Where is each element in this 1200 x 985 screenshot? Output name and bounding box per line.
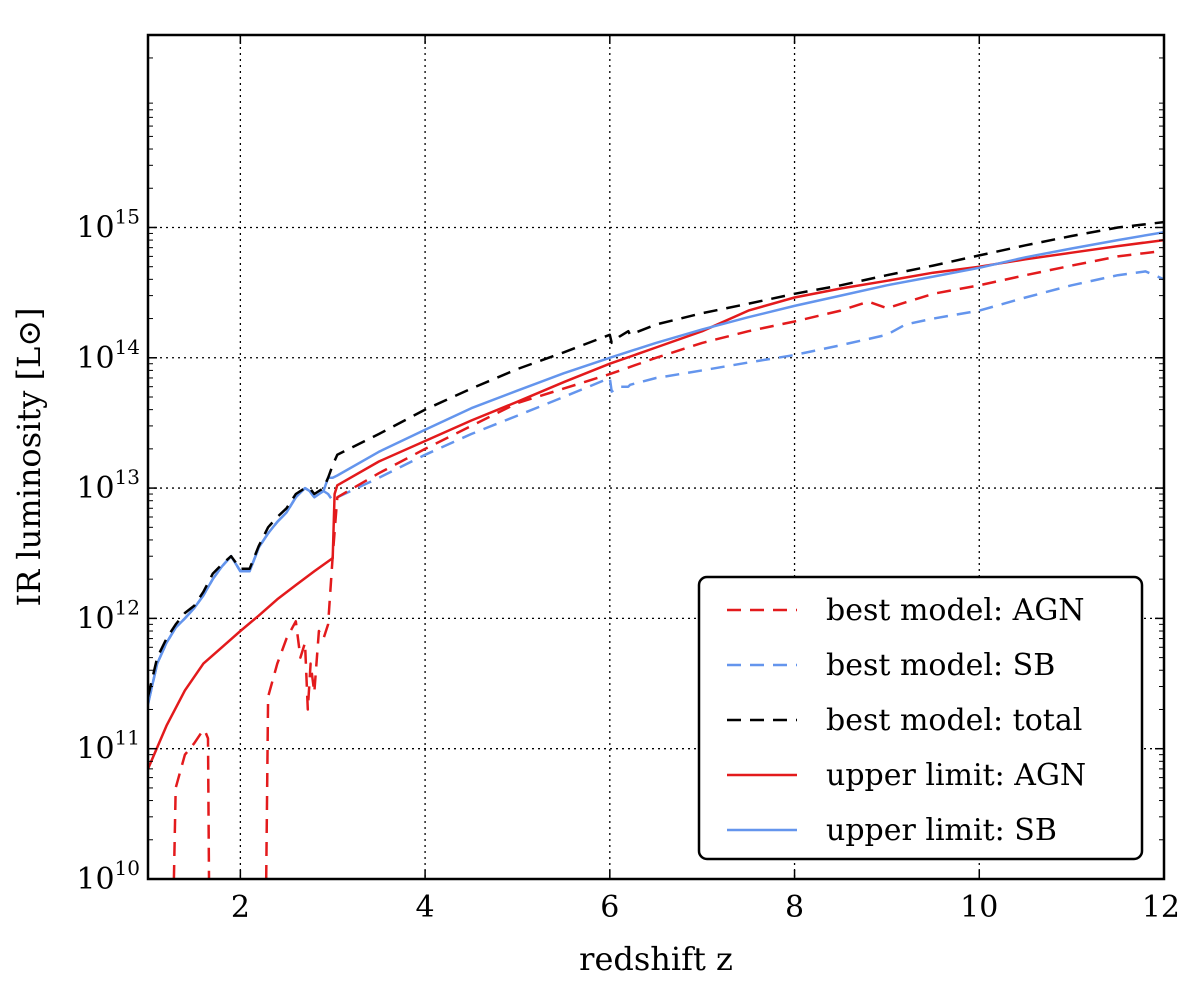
- legend-label-upper-limit-agn: upper limit: AGN: [826, 758, 1086, 793]
- x-tick-label: 8: [785, 890, 804, 925]
- plot-frame: [146, 33, 1166, 881]
- y-tick-base: 10: [76, 471, 114, 506]
- series-line-best-model-agn: [172, 728, 211, 879]
- y-axis-label: IR luminosity [L⊙]: [10, 308, 48, 607]
- y-tick-base: 10: [76, 601, 114, 636]
- y-tick-exponent: 12: [115, 595, 140, 619]
- y-tick-base: 10: [76, 862, 114, 897]
- y-tick-base: 10: [76, 210, 114, 245]
- legend: best model: AGN best model: SB best model:…: [697, 575, 1144, 861]
- x-tick-label: 4: [416, 890, 435, 925]
- axis-ticks: [148, 35, 1165, 880]
- y-tick-base: 10: [76, 341, 114, 376]
- x-tick-labels: 2 4 6 8 10 12: [231, 890, 1180, 925]
- series-line-best-model-total: [148, 220, 1164, 698]
- legend-label-best-model-sb: best model: SB: [826, 648, 1055, 683]
- series-lines: [148, 220, 1164, 879]
- y-tick-exponent: 15: [115, 204, 140, 228]
- series-line-best-model-agn: [264, 248, 1164, 879]
- legend-label-upper-limit-sb: upper limit: SB: [826, 813, 1057, 848]
- y-tick-label: 1012: [76, 595, 140, 636]
- x-tick-label: 10: [960, 890, 998, 925]
- legend-box: [697, 575, 1144, 861]
- x-tick-label: 2: [231, 890, 250, 925]
- x-tick-label: 6: [600, 890, 619, 925]
- legend-label-best-model-total: best model: total: [826, 703, 1082, 738]
- y-tick-base: 10: [76, 732, 114, 767]
- y-tick-label: 1014: [76, 335, 140, 376]
- y-tick-label: 1011: [76, 726, 140, 767]
- series-line-upper-limit-agn: [148, 238, 1164, 770]
- y-tick-exponent: 10: [115, 856, 140, 880]
- x-tick-label: 12: [1142, 890, 1180, 925]
- y-tick-exponent: 13: [115, 465, 140, 489]
- y-tick-label: 1010: [76, 856, 140, 897]
- x-axis-label: redshift z: [579, 940, 733, 978]
- y-tick-exponent: 11: [115, 726, 140, 750]
- y-tick-exponent: 14: [115, 335, 140, 359]
- legend-label-best-model-agn: best model: AGN: [826, 593, 1085, 628]
- y-tick-label: 1013: [76, 465, 140, 506]
- y-tick-label: 1015: [76, 204, 140, 245]
